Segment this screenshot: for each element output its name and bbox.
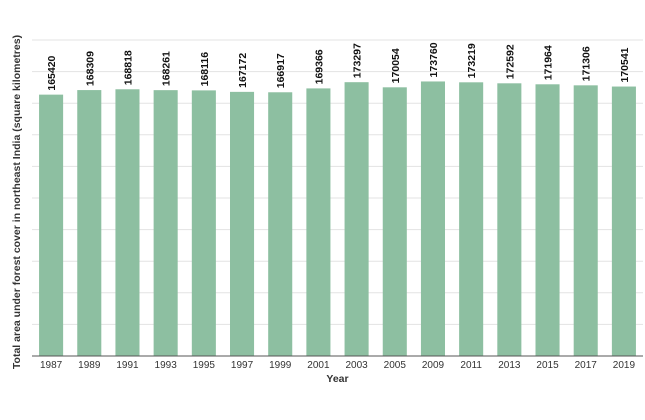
bar-1991 (115, 89, 140, 356)
bar-1989 (77, 90, 102, 356)
data-label-1997: 167172 (237, 53, 249, 88)
x-tick-labels: 1987 1989 1991 1993 1995 1997 1999 2001 2003 2005… (40, 360, 635, 371)
data-label-1995: 168116 (199, 52, 211, 87)
bar-2015 (535, 84, 560, 357)
bar-1987 (39, 94, 64, 356)
bar-1999 (268, 92, 293, 356)
x-tick-2001: 2001 (307, 360, 330, 371)
y-axis-label: Total area under forest cover in northea… (11, 35, 23, 369)
data-label-2017: 171306 (581, 46, 593, 81)
x-axis-label: Year (326, 373, 348, 385)
bar-1995 (191, 90, 216, 357)
bar-series (39, 81, 636, 357)
data-label-2015: 171964 (543, 45, 555, 80)
data-label-2013: 172592 (504, 44, 516, 79)
data-label-1993: 168261 (161, 51, 173, 86)
data-label-1991: 168818 (122, 50, 134, 85)
bar-2009 (420, 81, 445, 356)
data-label-2011: 173219 (466, 43, 478, 78)
x-tick-1993: 1993 (155, 360, 178, 371)
bar-1993 (153, 90, 178, 357)
x-tick-1999: 1999 (269, 360, 292, 371)
x-tick-2015: 2015 (536, 360, 559, 371)
data-label-2009: 173760 (428, 42, 440, 77)
data-labels: 165420 168309 168818 168261 168116 167172 1669… (46, 42, 631, 90)
bar-2003 (344, 82, 369, 357)
data-label-2001: 169366 (313, 49, 325, 84)
data-label-1989: 168309 (84, 51, 96, 86)
bar-2001 (306, 88, 331, 356)
bar-2005 (382, 87, 407, 356)
bar-2017 (573, 85, 598, 356)
bar-1997 (230, 91, 255, 357)
bar-2013 (497, 83, 522, 357)
x-tick-2017: 2017 (575, 360, 598, 371)
x-tick-2003: 2003 (345, 360, 368, 371)
x-tick-1995: 1995 (193, 360, 216, 371)
x-tick-1997: 1997 (231, 360, 254, 371)
data-label-2005: 170054 (390, 48, 402, 83)
bar-2019 (611, 86, 636, 356)
x-tick-2013: 2013 (498, 360, 521, 371)
x-tick-2019: 2019 (613, 360, 636, 371)
x-tick-2011: 2011 (460, 360, 482, 371)
data-label-2019: 170541 (619, 47, 631, 82)
x-tick-1991: 1991 (116, 360, 139, 371)
x-tick-1989: 1989 (78, 360, 101, 371)
bar-2011 (459, 82, 484, 357)
x-tick-2005: 2005 (384, 360, 407, 371)
data-label-1987: 165420 (46, 55, 58, 90)
data-label-1999: 166917 (275, 53, 287, 88)
x-tick-2009: 2009 (422, 360, 445, 371)
data-label-2003: 173297 (352, 43, 364, 78)
x-tick-1987: 1987 (40, 360, 63, 371)
